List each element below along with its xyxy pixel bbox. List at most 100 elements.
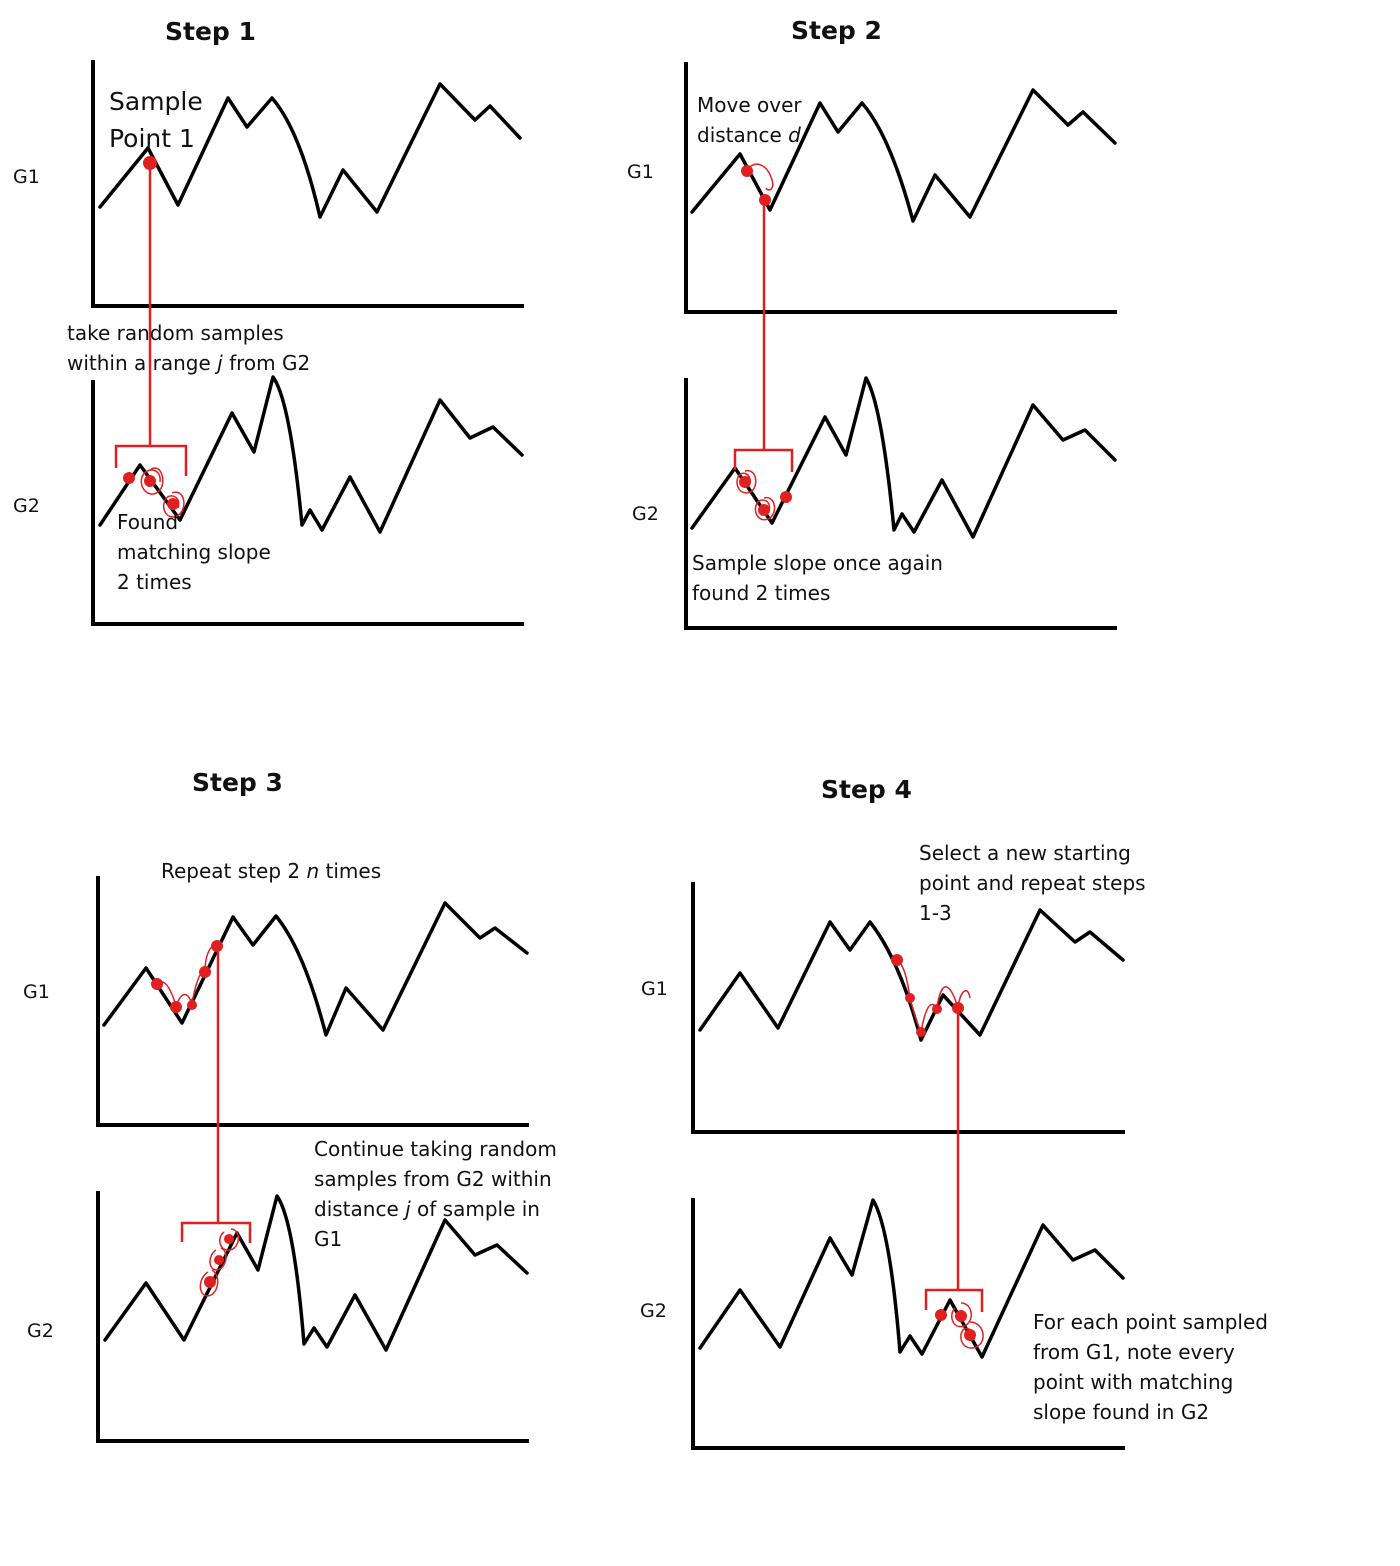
step-3-title: Step 3 xyxy=(192,768,283,797)
step-3-continue-note: Continue taking random xyxy=(314,1137,557,1161)
continue-variable: j xyxy=(402,1197,411,1221)
step-1-sample-point xyxy=(143,156,157,170)
step-1-panel: Step 1 G1 G2 Sample Point 1 take random … xyxy=(13,17,524,626)
step-2-move-note: Move over xyxy=(697,93,802,117)
step-3-continue-note: samples from G2 within xyxy=(314,1167,552,1191)
step-2-title: Step 2 xyxy=(791,16,882,45)
step-1-found-note: matching slope xyxy=(117,540,271,564)
step-1-g2-axes xyxy=(91,380,524,626)
step-2-range-bracket xyxy=(733,448,794,472)
step-3-g1-axes xyxy=(96,876,529,1127)
step-2-g2-label: G2 xyxy=(632,503,659,525)
continue-note-text: distance xyxy=(314,1197,405,1221)
step-4-g1-label: G1 xyxy=(641,978,668,1000)
repeat-note-text: Repeat step 2 xyxy=(161,859,306,883)
step-2-sample-note: Sample slope once again xyxy=(692,551,943,575)
move-variable: d xyxy=(788,123,801,147)
step-3-g1-label: G1 xyxy=(23,981,50,1003)
step-4-each-note: slope found in G2 xyxy=(1033,1400,1209,1424)
step-4-sample-point xyxy=(905,993,915,1003)
step-3-g2-curve xyxy=(103,1194,529,1352)
step-4-g1-curve xyxy=(698,908,1125,1042)
step-1-title: Step 1 xyxy=(165,17,256,46)
step-4-match-circles xyxy=(951,1302,984,1349)
step-3-g1-curve xyxy=(102,901,529,1037)
step-3-g2-axes xyxy=(96,1191,529,1443)
step-2-sample-note: found 2 times xyxy=(692,581,830,605)
step-4-each-note: For each point sampled xyxy=(1033,1310,1268,1334)
step-1-g2-match-point xyxy=(167,498,179,510)
step-3-current-point xyxy=(211,940,223,952)
step-2-sample-point xyxy=(759,194,771,206)
step-1-g1-curve xyxy=(98,82,522,219)
step-2-move-arrow xyxy=(746,163,774,191)
step-2-g2-match-point xyxy=(739,476,751,488)
step-4-title: Step 4 xyxy=(821,775,912,804)
step-3-g2-match-point xyxy=(204,1276,216,1288)
step-3-range-bracket xyxy=(180,1221,252,1243)
step-2-g1-curve xyxy=(690,88,1117,223)
step-4-select-note: Select a new starting xyxy=(919,841,1131,865)
step-3-continue-note: distance j of sample in xyxy=(314,1197,540,1221)
step-1-range-note: take random samples xyxy=(67,321,284,345)
step-3-sample-point xyxy=(187,1000,197,1010)
step-3-panel: Step 3 G1 G2 Repeat step 2 n times Conti… xyxy=(23,768,557,1443)
step-1-match-circle xyxy=(140,467,164,495)
step-1-g2-curve xyxy=(98,375,524,534)
step-1-g2-label: G2 xyxy=(13,495,40,517)
step-4-current-point xyxy=(952,1002,964,1014)
step-4-select-note: point and repeat steps xyxy=(919,871,1146,895)
step-1-sample-note: Point 1 xyxy=(109,124,195,153)
step-1-found-note: 2 times xyxy=(117,570,192,594)
range-variable: j xyxy=(214,351,223,375)
step-2-g2-axes xyxy=(684,378,1117,630)
step-4-sample-point xyxy=(916,1027,926,1037)
move-note-text: distance xyxy=(697,123,788,147)
step-1-range-note: within a range j from G2 xyxy=(67,351,310,375)
repeat-variable: n xyxy=(306,859,319,883)
step-3-g2-match-point xyxy=(224,1234,234,1244)
step-2-match-circle xyxy=(736,469,757,494)
step-4-g2-axes xyxy=(691,1198,1125,1450)
step-3-g2-match-point xyxy=(214,1255,224,1265)
step-1-range-bracket xyxy=(114,444,188,476)
step-1-g1-axes xyxy=(91,60,524,308)
step-3-g2-label: G2 xyxy=(27,1320,54,1342)
step-1-sample-note: Sample xyxy=(109,87,203,116)
step-2-g2-match-point xyxy=(758,504,770,516)
step-4-each-note: point with matching xyxy=(1033,1370,1233,1394)
step-2-g2-sample-point xyxy=(780,491,792,503)
continue-note-text: of sample in xyxy=(411,1197,540,1221)
step-2-g1-axes xyxy=(684,62,1117,314)
step-2-previous-point xyxy=(741,165,753,177)
step-2-match-circle xyxy=(754,497,776,521)
step-1-found-note: Found xyxy=(117,510,178,534)
step-4-panel: Step 4 G1 G2 Select a new starting point… xyxy=(640,775,1268,1450)
step-3-sample-point xyxy=(199,966,211,978)
step-1-match-circle xyxy=(163,491,185,518)
step-4-sample-point xyxy=(932,1004,942,1014)
step-1-g2-sample-point xyxy=(123,472,135,484)
step-2-move-note: distance d xyxy=(697,123,801,147)
step-4-g1-axes xyxy=(691,882,1125,1134)
step-4-new-start-point xyxy=(891,954,903,966)
step-4-g2-match-point xyxy=(935,1309,947,1321)
step-3-sample-point xyxy=(151,978,163,990)
step-2-g1-label: G1 xyxy=(627,161,654,183)
range-note-text: within a range xyxy=(67,351,217,375)
step-3-match-circles xyxy=(199,1228,240,1297)
range-note-text: from G2 xyxy=(223,351,310,375)
step-4-g2-label: G2 xyxy=(640,1300,667,1322)
step-2-g2-curve xyxy=(690,376,1117,539)
step-3-hop-arrows xyxy=(156,944,218,1007)
step-4-g2-match-point xyxy=(955,1310,967,1322)
step-4-select-note: 1-3 xyxy=(919,901,952,925)
repeat-note-text: times xyxy=(319,859,381,883)
step-2-panel: Step 2 G1 G2 Move over distance d Sample… xyxy=(627,16,1117,630)
step-3-sample-point xyxy=(170,1001,182,1013)
step-3-repeat-note: Repeat step 2 n times xyxy=(161,859,381,883)
step-1-g1-label: G1 xyxy=(13,166,40,188)
step-4-hop-arrows xyxy=(896,959,971,1033)
step-3-continue-note: G1 xyxy=(314,1227,342,1251)
